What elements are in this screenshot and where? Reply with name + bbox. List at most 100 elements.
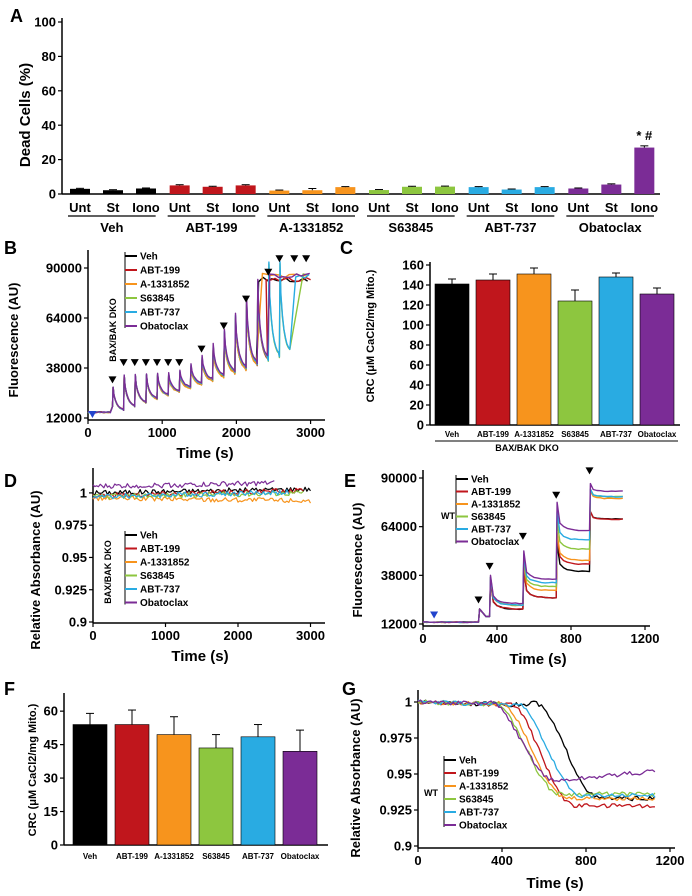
- panel-d-x-tick-label: 3000: [296, 628, 325, 643]
- panel-letter-c: C: [340, 238, 353, 258]
- panel-g-x-tick-label: 1200: [656, 853, 685, 868]
- panel-g-x-tick-label: 0: [414, 853, 421, 868]
- calcium-addition-marker: [219, 322, 228, 330]
- panel-a-bar: [103, 190, 123, 194]
- panel-a-dead-cells-chart: Dead Cells (%) 0 20 40 60 80 100 Unt St Iono Veh U…: [17, 15, 660, 235]
- panel-b-ylabel: Fluorescence (AU): [6, 283, 21, 398]
- panel-d-y-tick-label: 1: [80, 485, 87, 500]
- panel-a-y-tick-label: 40: [42, 118, 56, 133]
- panel-a-y-tick-label: 80: [42, 49, 56, 64]
- panel-a-bar: [402, 186, 422, 194]
- panel-a-group-label: Veh: [100, 220, 123, 235]
- panel-a-subcategory-label: Iono: [132, 200, 159, 215]
- panel-b-legend-tag: BAX/BAK DKO: [108, 298, 118, 362]
- panel-f-bar: [156, 734, 192, 846]
- panel-b-y-tick-label: 90000: [46, 261, 82, 276]
- calcium-addition-marker: [275, 255, 284, 263]
- calcium-addition-marker: [197, 345, 206, 353]
- panel-a-bar: [302, 190, 323, 194]
- panel-e-legend-tag: WT: [441, 511, 455, 521]
- panel-b-series-line: [88, 272, 310, 414]
- panel-c-category-label: Obatoclax: [638, 430, 677, 439]
- panel-a-group-label: ABT-737: [484, 220, 536, 235]
- panel-e-y-tick-label: 12000: [381, 617, 417, 632]
- panel-a-y-tick-label: 0: [49, 187, 56, 202]
- panel-c-category-label: ABT-199: [477, 430, 510, 439]
- panel-a-bar: [568, 188, 589, 194]
- panel-e-x-tick-label: 800: [560, 631, 582, 646]
- panel-f-category-label: A-1331852: [154, 852, 194, 861]
- panel-f-y-tick-label: 45: [44, 737, 58, 752]
- panel-b-series-line: [87, 276, 311, 414]
- panel-a-bar: [235, 185, 256, 194]
- panel-g-series-line: [417, 700, 655, 809]
- panel-c-xlabel: BAX/BAK DKO: [495, 443, 559, 453]
- panel-a-subcategory-label: St: [505, 200, 519, 215]
- panel-c-y-tick-label: 60: [410, 358, 424, 373]
- panel-b-legend-label: ABT-199: [140, 266, 180, 277]
- panel-a-subcategory-label: St: [306, 200, 320, 215]
- calcium-addition-marker: [290, 255, 299, 263]
- panel-a-subcategory-label: Unt: [169, 200, 191, 215]
- panel-b-series-line: [87, 262, 308, 414]
- panel-a-bar: [269, 190, 290, 194]
- panel-a-bar: [501, 189, 522, 194]
- panel-b-legend-label: Obatoclax: [140, 322, 189, 333]
- panel-c-bar: [639, 293, 675, 426]
- panel-g-ylabel: Relative Absorbance (AU): [348, 698, 363, 857]
- calcium-addition-marker: [585, 467, 594, 475]
- panel-a-group-label: S63845: [388, 220, 433, 235]
- panel-a-bar: [169, 185, 190, 194]
- panel-e-y-tick-label: 64000: [381, 519, 417, 534]
- panel-d-y-tick-label: 0.9: [69, 615, 87, 630]
- panel-c-y-tick-label: 0: [417, 418, 424, 433]
- panel-c-y-tick-label: 100: [402, 318, 424, 333]
- panel-e-legend-label: S63845: [471, 512, 506, 523]
- panel-e-y-tick-label: 90000: [381, 471, 417, 486]
- panel-a-bar: [468, 187, 489, 194]
- panel-d-legend-tag: BAX/BAK DKO: [103, 540, 113, 604]
- panel-e-legend-label: ABT-737: [471, 525, 511, 536]
- panel-f-y-tick-label: 0: [51, 838, 58, 853]
- panel-d-legend-label: A-1331852: [140, 558, 190, 569]
- panel-e-ylabel: Fluorescence (AU): [350, 503, 365, 618]
- panel-f-bar: [72, 724, 108, 846]
- panel-g-legend-label: Veh: [459, 756, 477, 767]
- panel-g-legend-tag: WT: [424, 788, 438, 798]
- panel-c-crc-dko-chart: CRC (μM CaCl2/mg Mito.) BAX/BAK DKO 0 20 4…: [365, 258, 680, 453]
- calcium-addition-marker: [518, 532, 527, 540]
- calcium-addition-marker: [130, 359, 139, 367]
- panel-a-ylabel: Dead Cells (%): [17, 63, 34, 167]
- panel-a-y-tick-label: 100: [34, 15, 56, 30]
- panel-e-x-tick-label: 1200: [631, 631, 660, 646]
- panel-c-category-label: A-1331852: [514, 430, 554, 439]
- panel-g-series-line: [417, 699, 656, 799]
- panel-d-absorbance-dko-chart: Relative Absorbance (AU) Time (s) BAX/BA…: [28, 468, 325, 665]
- panel-f-y-tick-label: 15: [44, 804, 58, 819]
- panel-a-subcategory-label: Unt: [567, 200, 589, 215]
- calcium-addition-marker: [175, 359, 184, 367]
- panel-g-y-tick-label: 0.95: [387, 767, 412, 782]
- calcium-addition-marker: [430, 611, 439, 619]
- panel-g-legend-label: S63845: [459, 795, 494, 806]
- panel-g-xlabel: Time (s): [526, 875, 583, 892]
- panel-c-bar: [475, 279, 511, 426]
- panel-g-y-tick-label: 0.925: [379, 803, 412, 818]
- panel-a-subcategory-label: Unt: [468, 200, 490, 215]
- panel-b-legend-label: Veh: [140, 252, 158, 263]
- panel-a-group-label: A-1331852: [279, 220, 343, 235]
- panel-b-y-tick-label: 38000: [46, 361, 82, 376]
- panel-b-x-tick-label: 3000: [296, 425, 325, 440]
- panel-g-x-tick-label: 800: [575, 853, 597, 868]
- panel-a-subcategory-label: St: [605, 200, 619, 215]
- calcium-addition-marker: [88, 411, 97, 418]
- panel-c-y-tick-label: 80: [410, 338, 424, 353]
- panel-g-legend-label: ABT-199: [459, 769, 499, 780]
- panel-a-significance-annotation: * #: [636, 128, 653, 143]
- panel-f-y-tick-label: 60: [44, 704, 58, 719]
- panel-g-y-tick-label: 0.9: [394, 839, 412, 854]
- panel-a-bar: [601, 184, 622, 194]
- panel-e-xlabel: Time (s): [509, 651, 566, 668]
- panel-d-legend-label: ABT-737: [140, 585, 180, 596]
